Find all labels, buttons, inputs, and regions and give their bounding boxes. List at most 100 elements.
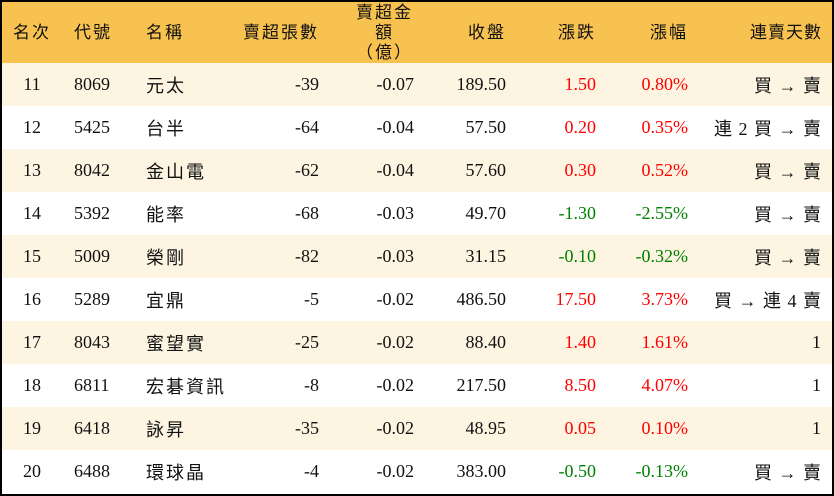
days-cell: 買 → 賣 [754,75,822,96]
change-pct-cell: 0.52% [641,160,689,180]
days-cell: 連 2 買 → 賣 [714,118,822,139]
amount-cell: -0.07 [376,74,415,94]
code-cell: 5425 [74,117,110,137]
amount-cell: -0.04 [376,160,415,180]
code-cell: 6418 [74,418,110,438]
amount-cell: -0.02 [376,332,415,352]
close-cell: 31.15 [465,246,507,266]
header-net-sell-shares: 賣超張數 [243,22,319,42]
change-pct-cell: -0.13% [635,461,689,481]
amount-cell: -0.03 [376,203,415,223]
shares-cell: -68 [295,203,319,223]
code-cell: 5289 [74,289,110,309]
close-cell: 189.50 [456,74,507,94]
close-cell: 57.60 [465,160,507,180]
amount-cell: -0.03 [376,246,415,266]
table-row: 14 5392 能率 -68 -0.03 49.70 -1.30 -2.55% 買 → 賣 [2,192,832,235]
header-net-sell-amount: 賣超金額 （億） [327,2,422,63]
change-cell: 0.30 [564,160,597,180]
change-pct-cell: 3.73% [641,289,689,309]
table-row: 15 5009 榮剛 -82 -0.03 31.15 -0.10 -0.32% 買 → 賣 [2,235,832,278]
code-cell: 6811 [74,375,110,395]
name-cell: 能率 [146,204,186,225]
close-cell: 57.50 [465,117,507,137]
rank-cell: 19 [23,418,41,438]
code-cell: 8043 [74,332,110,352]
shares-cell: -64 [295,117,319,137]
header-rank: 名次 [13,22,51,42]
amount-cell: -0.02 [376,375,415,395]
code-cell: 6488 [74,461,110,481]
change-cell: -0.10 [558,246,597,266]
header-change: 漲跌 [558,22,596,42]
table-row: 19 6418 詠昇 -35 -0.02 48.95 0.05 0.10% 1 [2,407,832,450]
amount-cell: -0.04 [376,117,415,137]
shares-cell: -8 [304,375,319,395]
close-cell: 486.50 [456,289,507,309]
change-cell: 1.50 [564,74,597,94]
code-cell: 5009 [74,246,110,266]
shares-cell: -5 [304,289,319,309]
rank-cell: 20 [23,461,41,481]
amount-cell: -0.02 [376,461,415,481]
name-cell: 台半 [146,118,186,139]
change-cell: 8.50 [564,375,597,395]
rank-cell: 12 [23,117,41,137]
code-cell: 5392 [74,203,110,223]
shares-cell: -35 [295,418,319,438]
table-row: 13 8042 金山電 -62 -0.04 57.60 0.30 0.52% 買 → 賣 [2,149,832,192]
days-cell: 買 → 賣 [754,247,822,268]
change-cell: 0.20 [564,117,597,137]
change-cell: 17.50 [555,289,597,309]
change-pct-cell: 0.35% [641,117,689,137]
close-cell: 88.40 [465,332,507,352]
days-cell: 買 → 賣 [754,161,822,182]
change-pct-cell: 0.80% [641,74,689,94]
rank-cell: 14 [23,203,41,223]
days-cell: 買 → 賣 [754,462,822,483]
days-cell: 1 [812,418,822,438]
table-row: 17 8043 蜜望實 -25 -0.02 88.40 1.40 1.61% 1 [2,321,832,364]
header-amount-label: 賣超金額 [356,2,413,42]
change-pct-cell: -2.55% [635,203,689,223]
header-amount-unit: （億） [356,42,413,62]
days-cell: 買 → 賣 [754,204,822,225]
change-pct-cell: -0.32% [635,246,689,266]
shares-cell: -4 [304,461,319,481]
header-change-pct: 漲幅 [650,22,688,42]
change-cell: -0.50 [558,461,597,481]
days-cell: 買 → 連 4 賣 [714,290,822,311]
close-cell: 49.70 [465,203,507,223]
change-pct-cell: 0.10% [641,418,689,438]
table-row: 12 5425 台半 -64 -0.04 57.50 0.20 0.35% 連 2 買 → 賣 [2,106,832,149]
header-name: 名稱 [146,22,184,42]
table-header-row: 名次 代號 名稱 賣超張數 賣超金額 （億） 收盤 漲跌 漲幅 連賣天數 [2,2,832,63]
close-cell: 383.00 [456,461,507,481]
name-cell: 宏碁資訊 [146,376,226,397]
rank-cell: 15 [23,246,41,266]
header-code: 代號 [74,22,112,42]
close-cell: 48.95 [465,418,507,438]
name-cell: 詠昇 [146,419,186,440]
code-cell: 8069 [74,74,110,94]
change-cell: 0.05 [564,418,597,438]
rank-cell: 18 [23,375,41,395]
days-cell: 1 [812,375,822,395]
table-row: 11 8069 元太 -39 -0.07 189.50 1.50 0.80% 買 → 賣 [2,63,832,106]
days-cell: 1 [812,332,822,352]
table-row: 18 6811 宏碁資訊 -8 -0.02 217.50 8.50 4.07% 1 [2,364,832,407]
amount-cell: -0.02 [376,418,415,438]
shares-cell: -39 [295,74,319,94]
name-cell: 蜜望實 [146,333,206,354]
rank-cell: 17 [23,332,41,352]
shares-cell: -62 [295,160,319,180]
table-row: 16 5289 宜鼎 -5 -0.02 486.50 17.50 3.73% 買 → 連 4 賣 [2,278,832,321]
rank-cell: 13 [23,160,41,180]
name-cell: 宜鼎 [146,290,186,311]
change-cell: -1.30 [558,203,597,223]
rank-cell: 16 [23,289,41,309]
table-row: 20 6488 環球晶 -4 -0.02 383.00 -0.50 -0.13% 買 → 賣 [2,450,832,493]
header-close: 收盤 [468,22,506,42]
